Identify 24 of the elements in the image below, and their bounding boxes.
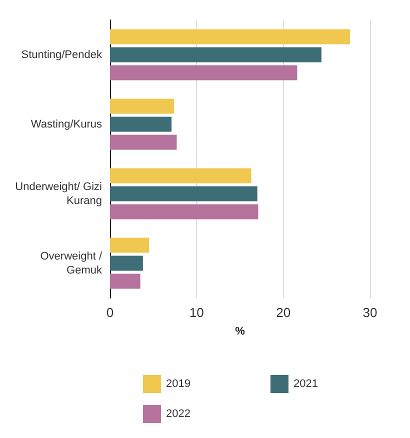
- x-tick-label: 10: [189, 305, 204, 320]
- bar: [110, 116, 172, 132]
- bar: [110, 65, 298, 80]
- bar: [110, 98, 174, 114]
- bar: [110, 186, 258, 202]
- bar: [110, 168, 252, 184]
- x-tick-label: 30: [362, 305, 378, 320]
- bar: [110, 204, 258, 220]
- y-tick-label: Underweight/ Gizi Kurang: [15, 180, 102, 207]
- y-tick-label: Overweight /Gemuk: [40, 250, 103, 276]
- legend-label: 2019: [166, 378, 190, 390]
- bar: [110, 256, 143, 271]
- bar: [110, 238, 149, 253]
- x-axis-title: %: [235, 326, 246, 338]
- y-tick-label: Stunting/Pendek: [21, 48, 102, 61]
- bar: [110, 134, 177, 150]
- bar: [110, 274, 140, 289]
- bar: [110, 29, 350, 44]
- x-tick-label: 20: [276, 305, 291, 320]
- bar: [110, 47, 322, 62]
- x-tick-label: 0: [106, 305, 114, 320]
- legend-label: 2022: [166, 408, 190, 420]
- y-tick-label: Wasting/Kurus: [30, 118, 102, 130]
- legend-label: 2021: [293, 378, 318, 390]
